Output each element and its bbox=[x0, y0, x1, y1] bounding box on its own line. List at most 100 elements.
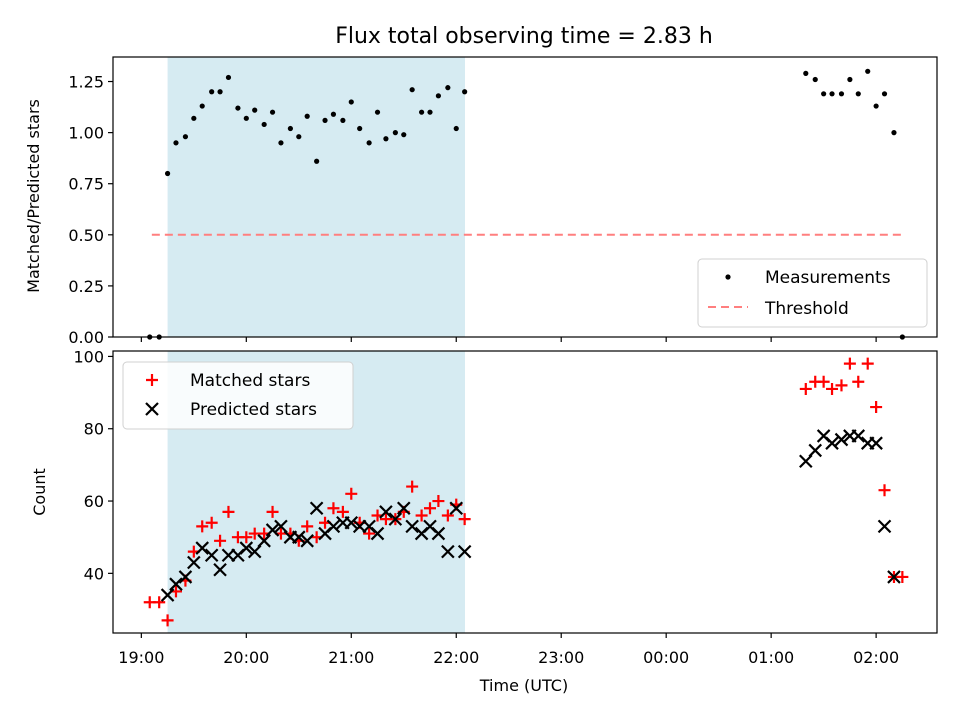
predicted-star-point bbox=[239, 541, 254, 555]
top-panel: 0.00 0.25 0.50 0.75 1.00 1.25 Matched/Predict… bbox=[24, 56, 938, 347]
bottom-panel: 40 60 80 100 19:00 20:00 21:00 22:00 23:00 00:00… bbox=[30, 347, 938, 695]
measurement-point bbox=[235, 105, 241, 111]
measurement-point bbox=[427, 109, 433, 115]
predicted-star-point bbox=[441, 544, 455, 559]
x-tick-label: 23:00 bbox=[538, 648, 584, 667]
bottom-legend: Matched stars Predicted stars bbox=[122, 361, 354, 430]
x-tick-label: 01:00 bbox=[748, 648, 794, 667]
matched-star-point bbox=[817, 375, 830, 388]
predicted-star-point bbox=[834, 432, 849, 447]
count-points bbox=[143, 357, 909, 627]
matched-star-point bbox=[799, 382, 812, 395]
matched-star-point bbox=[406, 480, 419, 493]
measurement-point bbox=[261, 121, 267, 128]
matched-star-point bbox=[222, 505, 235, 518]
bottom-axes-frame bbox=[112, 350, 938, 634]
legend-predicted-label: Predicted stars bbox=[190, 400, 317, 420]
measurement-point bbox=[199, 103, 205, 109]
top-axes-frame bbox=[112, 56, 938, 338]
predicted-star-point bbox=[257, 534, 271, 548]
predicted-star-point bbox=[405, 519, 419, 534]
top-legend-box bbox=[697, 258, 928, 328]
measurement-point bbox=[164, 170, 171, 177]
x-tick-label: 20:00 bbox=[223, 648, 269, 667]
legend-matched-label: Matched stars bbox=[190, 371, 310, 391]
bottom-y-tick-label: 100 bbox=[73, 347, 104, 366]
matched-star-point bbox=[327, 502, 340, 515]
bottom-y-tick-label: 60 bbox=[84, 492, 104, 511]
measurement-point bbox=[838, 91, 845, 97]
predicted-star-point bbox=[309, 501, 324, 516]
predicted-star-point bbox=[344, 515, 359, 530]
measurement-point bbox=[348, 99, 354, 105]
measurement-point bbox=[209, 89, 215, 95]
measurement-point bbox=[287, 125, 293, 132]
measurement-point bbox=[829, 91, 835, 97]
top-y-tick-label: 1.25 bbox=[68, 73, 104, 92]
matched-star-point bbox=[161, 614, 174, 627]
predicted-star-point bbox=[869, 436, 883, 450]
bottom-x-ticks: 19:00 20:00 21:00 22:00 23:00 00:00 01:00 02:00 bbox=[118, 633, 899, 667]
measurement-point bbox=[173, 140, 179, 146]
observing-window-band-top bbox=[167, 57, 465, 337]
top-y-axis-label: Matched/Predicted stars bbox=[24, 99, 43, 293]
legend-predicted-marker bbox=[145, 402, 159, 416]
legend-threshold-label: Threshold bbox=[764, 299, 849, 319]
matched-star-point bbox=[878, 484, 891, 497]
matched-star-point bbox=[205, 516, 218, 529]
measurement-point bbox=[314, 158, 320, 164]
top-y-tick-label: 1.00 bbox=[68, 124, 104, 143]
top-x-ticks bbox=[140, 337, 877, 342]
measurement-point bbox=[803, 70, 809, 76]
measurement-point bbox=[322, 117, 328, 123]
measurement-point bbox=[366, 140, 372, 146]
predicted-star-point bbox=[187, 555, 201, 570]
bottom-legend-box bbox=[122, 361, 354, 430]
predicted-star-point bbox=[178, 570, 193, 584]
predicted-star-point bbox=[457, 544, 472, 559]
matched-star-point bbox=[196, 520, 209, 533]
predicted-star-point bbox=[247, 544, 262, 559]
predicted-star-point bbox=[887, 570, 901, 584]
matched-star-point bbox=[870, 401, 883, 414]
matched-star-point bbox=[415, 509, 428, 522]
matched-star-point bbox=[240, 531, 253, 544]
x-tick-label: 22:00 bbox=[433, 648, 479, 667]
chart-title: Flux total observing time = 2.83 h bbox=[335, 24, 713, 49]
matched-star-point bbox=[214, 534, 227, 547]
predicted-star-point bbox=[396, 501, 411, 516]
measurement-point bbox=[340, 117, 346, 123]
bottom-y-ticks: 40 60 80 100 bbox=[73, 347, 113, 583]
predicted-star-point bbox=[370, 526, 385, 541]
measurement-point bbox=[419, 109, 425, 115]
bottom-y-tick-label: 80 bbox=[84, 420, 104, 439]
measurement-point bbox=[357, 125, 363, 132]
matched-star-point bbox=[345, 487, 358, 500]
predicted-star-point bbox=[851, 429, 866, 443]
matched-star-point bbox=[424, 502, 437, 515]
measurement-point bbox=[873, 103, 879, 109]
predicted-star-point bbox=[799, 454, 813, 469]
measurement-point bbox=[304, 113, 310, 119]
measurement-point bbox=[191, 115, 197, 121]
x-tick-label: 02:00 bbox=[853, 648, 899, 667]
measurement-point bbox=[812, 76, 818, 83]
top-legend: Measurements Threshold bbox=[697, 258, 928, 328]
matched-star-point bbox=[441, 509, 454, 522]
matched-star-point bbox=[896, 570, 909, 583]
predicted-star-point bbox=[274, 519, 288, 534]
predicted-star-point bbox=[388, 512, 403, 526]
predicted-star-point bbox=[379, 505, 393, 519]
measurement-point bbox=[435, 93, 442, 99]
measurement-point bbox=[462, 89, 468, 95]
measurement-point bbox=[269, 109, 276, 115]
measurement-point bbox=[401, 132, 407, 138]
measurement-point bbox=[383, 136, 389, 142]
matched-star-point bbox=[266, 505, 279, 518]
measurement-point bbox=[821, 91, 827, 97]
measurement-point bbox=[847, 76, 853, 83]
legend-matched-marker bbox=[146, 374, 158, 386]
x-tick-label: 21:00 bbox=[328, 648, 374, 667]
predicted-star-point bbox=[292, 530, 306, 544]
